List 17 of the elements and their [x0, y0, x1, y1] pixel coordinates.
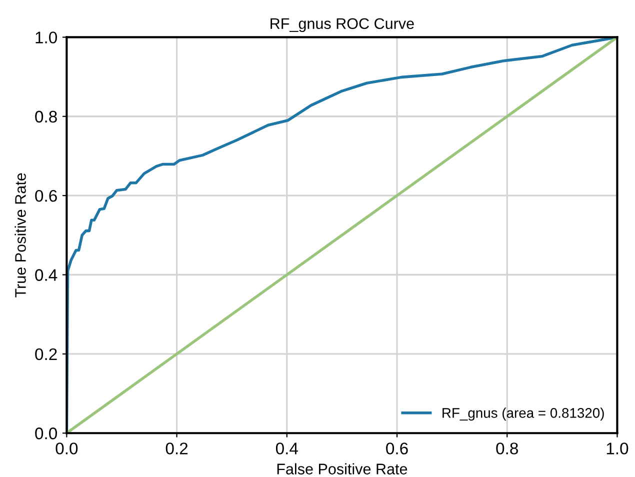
x-tick-label: 0.0 [56, 442, 78, 454]
x-tick-label: 0.6 [386, 442, 408, 454]
y-tick-label: 0.4 [35, 269, 58, 281]
legend-label: RF_gnus (area = 0.81320) [442, 408, 604, 421]
x-tick-label: 0.8 [496, 442, 518, 454]
chart-title: RF_gnus ROC Curve [270, 18, 414, 32]
y-tick-label: 0.0 [35, 428, 57, 440]
y-axis-title: True Positive Rate [14, 173, 26, 298]
x-tick-label: 1.0 [606, 442, 628, 454]
x-axis-title: False Positive Rate [277, 463, 408, 474]
x-tick-label: 0.4 [276, 442, 298, 454]
line-series [66, 37, 618, 434]
y-tick-label: 0.6 [35, 190, 57, 202]
y-tick-label: 0.2 [35, 348, 57, 360]
x-tick-label: 0.2 [166, 442, 188, 454]
y-tick-label: 0.8 [35, 110, 57, 123]
y-tick-label: 1.0 [36, 32, 57, 44]
